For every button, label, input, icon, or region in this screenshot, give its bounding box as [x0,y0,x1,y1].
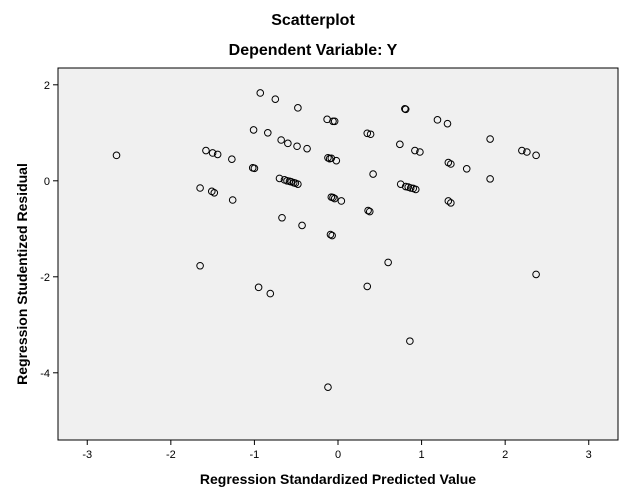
x-tick-label: -2 [166,449,176,461]
chart-title: Scatterplot [271,12,355,29]
scatter-point [411,146,419,155]
scatter-point [275,174,284,183]
scatter-point [263,129,272,137]
scatter-point [294,180,302,188]
scatter-point [278,213,286,222]
scatter-point [486,175,494,183]
data-points [112,89,540,392]
scatter-point [329,193,337,202]
scatter-point [213,150,222,159]
scatter-point [411,185,420,194]
scatter-point [532,270,540,279]
scatter-point [406,337,414,345]
x-tick-label: -1 [250,449,260,461]
scatter-point [447,160,455,168]
axis-ticks: -3 -2 -1 0 1 2 3 -4 -2 0 2 [40,80,592,461]
scatter-point [447,199,455,207]
scatter-point [254,283,263,292]
scatter-point [277,136,285,144]
scatter-point [325,154,334,163]
scatter-point [303,144,311,153]
scatter-point [486,135,494,143]
scatter-point [196,184,204,192]
scatter-point [462,165,471,173]
scatter-point [416,148,424,156]
scatter-point [332,156,341,165]
scatter-point [328,231,336,240]
scatter-point [208,149,217,157]
x-tick-label: -3 [82,449,92,461]
scatter-point [202,146,210,155]
scatter-point [250,164,259,173]
scatter-point [249,126,258,134]
y-tick-label: 0 [44,176,50,188]
scatter-point [324,153,332,162]
x-tick-label: 0 [335,449,341,461]
x-tick-label: 3 [586,449,592,461]
scatter-point [433,116,442,124]
scatter-point [396,140,404,149]
y-axis-label: Regression Studentized Residual [14,163,30,385]
scatter-point [366,130,375,139]
scatter-point [266,289,275,298]
scatter-point [444,197,453,205]
y-tick-label: -4 [40,368,50,380]
scatter-point [324,383,332,392]
scatter-point [363,129,372,138]
scatter-point [443,119,452,128]
x-tick-label: 1 [419,449,425,461]
scatter-point [384,258,392,267]
x-axis-label: Regression Standardized Predicted Value [200,471,476,487]
scatter-point [228,155,236,163]
y-tick-label: -2 [40,272,50,284]
scatter-point [365,207,374,216]
scatter-point [363,282,372,291]
scatter-point [330,117,339,126]
scatter-point [396,180,405,188]
scatter-point [337,197,346,205]
scatter-point [196,261,204,270]
scatter-point [210,189,219,197]
chart-subtitle: Dependent Variable: Y [228,42,398,59]
scatter-point [298,221,306,230]
scatter-point [330,194,339,203]
x-tick-label: 2 [502,449,508,461]
scatter-point [518,146,526,155]
scatter-point [293,142,301,151]
scatter-point [271,95,280,103]
scatter-point [369,170,377,178]
y-tick-label: 2 [44,80,50,92]
plot-area [57,67,619,441]
scatter-point [523,148,531,156]
scatter-point [284,139,292,148]
scatter-point [326,230,335,239]
scatter-point [112,151,121,160]
scatter-point [294,104,302,112]
scatter-point [228,196,237,204]
scatter-point [401,105,410,114]
scatter-point [364,206,372,215]
scatter-point [532,151,540,160]
scatter-point [256,89,265,97]
